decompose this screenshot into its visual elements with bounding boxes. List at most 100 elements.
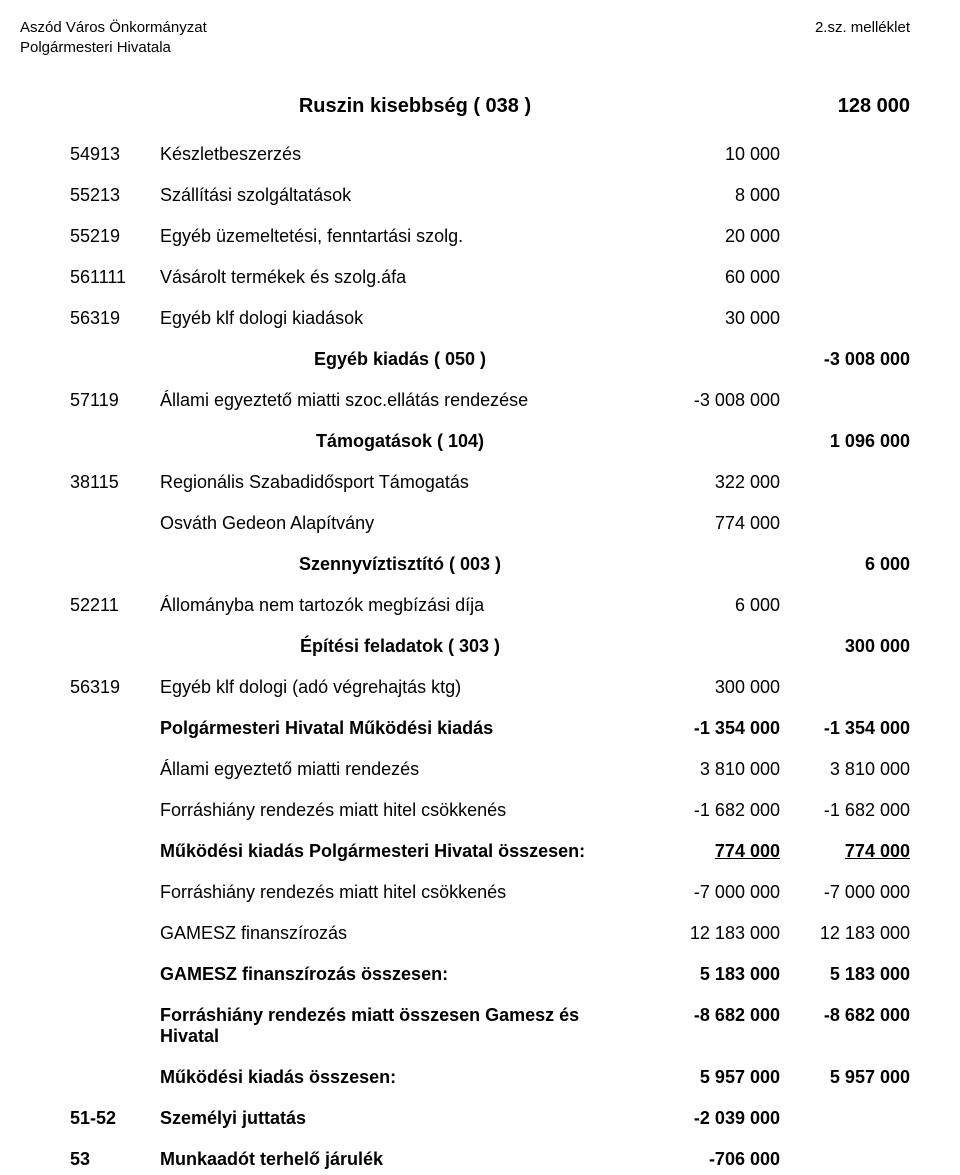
row-code: 56319 — [70, 308, 160, 329]
row-value-1: 3 810 000 — [650, 759, 780, 780]
row-desc: GAMESZ finanszírozás összesen: — [160, 964, 650, 985]
row-desc: Működési kiadás összesen: — [160, 1067, 650, 1088]
row-desc: Osváth Gedeon Alapítvány — [160, 513, 650, 534]
row-value-2: -7 000 000 — [780, 882, 910, 903]
row-code: 57119 — [70, 390, 160, 411]
row-value-1: 774 000 — [650, 841, 780, 862]
data-row: Egyéb kiadás ( 050 ) -3 008 000 — [20, 349, 910, 370]
row-value-2: 3 810 000 — [780, 759, 910, 780]
row-value-1: -1 354 000 — [650, 718, 780, 739]
data-row: 57119Állami egyeztető miatti szoc.ellátá… — [20, 390, 910, 411]
data-row: 52211Állományba nem tartozók megbízási d… — [20, 595, 910, 616]
row-desc: Állami egyeztető miatti rendezés — [160, 759, 650, 780]
row-value-1: 6 000 — [650, 595, 780, 616]
row-desc: Szállítási szolgáltatások — [160, 185, 650, 206]
row-desc: Munkaadót terhelő járulék — [160, 1149, 650, 1170]
row-desc: GAMESZ finanszírozás — [160, 923, 650, 944]
title-value: 128 000 — [760, 95, 910, 118]
data-row: Működési kiadás összesen:5 957 0005 957 … — [20, 1067, 910, 1088]
page-title: Ruszin kisebbség ( 038 ) — [70, 95, 760, 118]
row-value-1: 300 000 — [650, 677, 780, 698]
row-desc: Vásárolt termékek és szolg.áfa — [160, 267, 650, 288]
row-desc: Forráshiány rendezés miatt hitel csökken… — [160, 800, 650, 821]
row-value-1: 30 000 — [650, 308, 780, 329]
row-value-2: 774 000 — [780, 841, 910, 862]
data-row: Forráshiány rendezés miatt hitel csökken… — [20, 800, 910, 821]
row-code: 52211 — [70, 595, 160, 616]
title-row: Ruszin kisebbség ( 038 ) 128 000 — [20, 95, 910, 118]
row-desc: Személyi juttatás — [160, 1108, 650, 1129]
data-row: Működési kiadás Polgármesteri Hivatal ös… — [20, 841, 910, 862]
row-value-1: 10 000 — [650, 144, 780, 165]
row-value-1: -3 008 000 — [650, 390, 780, 411]
data-row: 38115Regionális Szabadidősport Támogatás… — [20, 472, 910, 493]
data-row: 55213Szállítási szolgáltatások8 000 — [20, 185, 910, 206]
row-desc: Működési kiadás Polgármesteri Hivatal ös… — [160, 841, 650, 862]
row-code: 561111 — [70, 267, 160, 288]
data-row: 51-52Személyi juttatás-2 039 000 — [20, 1108, 910, 1129]
data-row: 55219Egyéb üzemeltetési, fenntartási szo… — [20, 226, 910, 247]
row-code: 56319 — [70, 677, 160, 698]
row-desc: Egyéb üzemeltetési, fenntartási szolg. — [160, 226, 650, 247]
row-value-1: 12 183 000 — [650, 923, 780, 944]
data-row: 54913Készletbeszerzés10 000 — [20, 144, 910, 165]
row-value-1: -706 000 — [650, 1149, 780, 1170]
rows-container: 54913Készletbeszerzés10 000 55213Szállítá… — [20, 144, 910, 1170]
data-row: 56319Egyéb klf dologi (adó végrehajtás k… — [20, 677, 910, 698]
row-desc: Egyéb kiadás ( 050 ) — [160, 349, 650, 370]
row-value-1: -2 039 000 — [650, 1108, 780, 1129]
row-value-2: -1 354 000 — [780, 718, 910, 739]
row-value-2: 300 000 — [780, 636, 910, 657]
row-desc: Szennyvíztisztító ( 003 ) — [160, 554, 650, 575]
row-value-2: 1 096 000 — [780, 431, 910, 452]
row-value-2: 12 183 000 — [780, 923, 910, 944]
data-row: Állami egyeztető miatti rendezés3 810 00… — [20, 759, 910, 780]
row-desc: Egyéb klf dologi (adó végrehajtás ktg) — [160, 677, 650, 698]
row-value-1: 5 957 000 — [650, 1067, 780, 1088]
data-row: Forráshiány rendezés miatt összesen Game… — [20, 1005, 910, 1047]
row-code: 53 — [70, 1149, 160, 1170]
row-desc: Polgármesteri Hivatal Működési kiadás — [160, 718, 650, 739]
data-row: Építési feladatok ( 303 ) 300 000 — [20, 636, 910, 657]
page-header: Aszód Város Önkormányzat Polgármesteri H… — [20, 18, 910, 59]
row-code: 55219 — [70, 226, 160, 247]
row-desc: Építési feladatok ( 303 ) — [160, 636, 650, 657]
row-value-2: -3 008 000 — [780, 349, 910, 370]
data-row: Forráshiány rendezés miatt hitel csökken… — [20, 882, 910, 903]
org-line-1: Aszód Város Önkormányzat — [20, 18, 207, 38]
row-value-1: -7 000 000 — [650, 882, 780, 903]
row-value-1: 322 000 — [650, 472, 780, 493]
data-row: GAMESZ finanszírozás összesen:5 183 0005… — [20, 964, 910, 985]
data-row: 56319Egyéb klf dologi kiadások30 000 — [20, 308, 910, 329]
row-code: 38115 — [70, 472, 160, 493]
row-value-1: 20 000 — [650, 226, 780, 247]
row-code: 51-52 — [70, 1108, 160, 1129]
row-value-1: -8 682 000 — [650, 1005, 780, 1026]
row-value-2: 5 957 000 — [780, 1067, 910, 1088]
data-row: Polgármesteri Hivatal Működési kiadás-1 … — [20, 718, 910, 739]
header-right: 2.sz. melléklet — [815, 18, 910, 59]
data-row: GAMESZ finanszírozás12 183 00012 183 000 — [20, 923, 910, 944]
row-code: 54913 — [70, 144, 160, 165]
row-desc: Támogatások ( 104) — [160, 431, 650, 452]
row-desc: Állományba nem tartozók megbízási díja — [160, 595, 650, 616]
data-row: Támogatások ( 104) 1 096 000 — [20, 431, 910, 452]
row-desc: Állami egyeztető miatti szoc.ellátás ren… — [160, 390, 650, 411]
page: Aszód Város Önkormányzat Polgármesteri H… — [0, 0, 960, 1175]
row-code: 55213 — [70, 185, 160, 206]
row-value-1: -1 682 000 — [650, 800, 780, 821]
row-value-2: 5 183 000 — [780, 964, 910, 985]
data-row: Szennyvíztisztító ( 003 ) 6 000 — [20, 554, 910, 575]
row-desc: Forráshiány rendezés miatt összesen Game… — [160, 1005, 650, 1047]
data-row: 53Munkaadót terhelő járulék-706 000 — [20, 1149, 910, 1170]
row-desc: Regionális Szabadidősport Támogatás — [160, 472, 650, 493]
row-value-1: 774 000 — [650, 513, 780, 534]
data-row: 561111Vásárolt termékek és szolg.áfa60 0… — [20, 267, 910, 288]
row-desc: Készletbeszerzés — [160, 144, 650, 165]
header-left: Aszód Város Önkormányzat Polgármesteri H… — [20, 18, 207, 59]
row-value-2: -8 682 000 — [780, 1005, 910, 1026]
row-desc: Egyéb klf dologi kiadások — [160, 308, 650, 329]
row-value-2: 6 000 — [780, 554, 910, 575]
row-desc: Forráshiány rendezés miatt hitel csökken… — [160, 882, 650, 903]
org-line-2: Polgármesteri Hivatala — [20, 38, 207, 58]
